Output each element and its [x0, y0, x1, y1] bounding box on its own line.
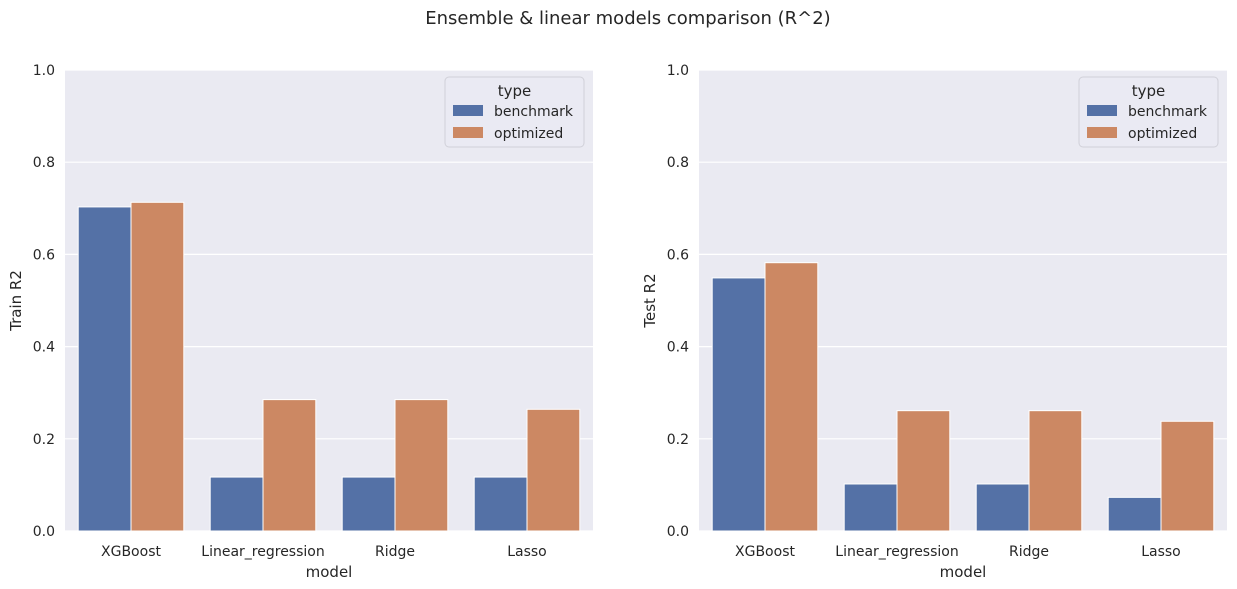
- x-tick-label: Linear_regression: [201, 544, 324, 560]
- y-tick-label: 0.0: [667, 524, 689, 540]
- x-tick-label: Ridge: [1009, 544, 1049, 560]
- bar-benchmark-lasso: [1107, 496, 1162, 532]
- y-tick-label: 1.0: [33, 63, 55, 79]
- y-tick-label: 0.2: [667, 432, 689, 448]
- legend: type benchmark optimized: [1078, 76, 1219, 148]
- y-axis-label: Test R2: [641, 273, 659, 328]
- x-tick-label: Linear_regression: [835, 544, 958, 560]
- legend-title: type: [1132, 82, 1166, 100]
- y-axis-label: Train R2: [7, 270, 25, 332]
- bar-optimized-lasso: [526, 408, 581, 532]
- x-tick-label: XGBoost: [101, 544, 161, 560]
- x-tick-label: Lasso: [507, 544, 547, 560]
- chart-panel-1: 0.0 0.2 0.4 0.6 0.8 1.0 XGBoost Linear_regressi…: [7, 63, 593, 581]
- legend-label-optimized: optimized: [494, 126, 563, 142]
- x-tick-label: XGBoost: [735, 544, 795, 560]
- bar-optimized-linear_regression: [262, 399, 317, 532]
- bar-benchmark-linear_regression: [843, 483, 898, 532]
- bar-optimized-ridge: [1028, 410, 1083, 532]
- x-tick-label: Lasso: [1141, 544, 1181, 560]
- figure-title: Ensemble & linear models comparison (R^2…: [425, 8, 830, 29]
- y-tick-label: 0.6: [667, 247, 689, 263]
- x-tick-label: Ridge: [375, 544, 415, 560]
- legend-label-optimized: optimized: [1128, 126, 1197, 142]
- legend-title: type: [498, 82, 532, 100]
- bar-optimized-xgboost: [130, 201, 185, 532]
- legend-swatch-benchmark: [453, 105, 483, 116]
- chart-panel-2: 0.0 0.2 0.4 0.6 0.8 1.0 XGBoost Linear_regressi…: [641, 63, 1227, 581]
- y-tick-label: 0.8: [667, 155, 689, 171]
- bar-optimized-linear_regression: [896, 410, 951, 532]
- bar-optimized-ridge: [394, 399, 449, 532]
- bar-benchmark-xgboost: [77, 206, 132, 532]
- bar-optimized-lasso: [1160, 420, 1215, 532]
- bar-benchmark-ridge: [341, 476, 396, 532]
- legend: type benchmark optimized: [444, 76, 585, 148]
- y-tick-label: 0.4: [33, 340, 55, 356]
- bar-optimized-xgboost: [764, 262, 819, 532]
- bar-benchmark-xgboost: [711, 277, 766, 532]
- bar-benchmark-ridge: [975, 483, 1030, 532]
- legend-swatch-benchmark: [1087, 105, 1117, 116]
- x-axis-label: model: [306, 563, 353, 581]
- legend-swatch-optimized: [453, 127, 483, 138]
- bar-benchmark-lasso: [473, 476, 528, 532]
- y-tick-label: 0.2: [33, 432, 55, 448]
- legend-label-benchmark: benchmark: [494, 104, 574, 120]
- y-tick-label: 0.4: [667, 340, 689, 356]
- y-tick-label: 0.8: [33, 155, 55, 171]
- legend-label-benchmark: benchmark: [1128, 104, 1208, 120]
- y-tick-label: 0.0: [33, 524, 55, 540]
- y-tick-label: 1.0: [667, 63, 689, 79]
- bar-benchmark-linear_regression: [209, 476, 264, 532]
- legend-swatch-optimized: [1087, 127, 1117, 138]
- charts-container: 0.0 0.2 0.4 0.6 0.8 1.0 XGBoost Linear_regressi…: [7, 63, 1227, 581]
- y-tick-label: 0.6: [33, 247, 55, 263]
- x-axis-label: model: [940, 563, 987, 581]
